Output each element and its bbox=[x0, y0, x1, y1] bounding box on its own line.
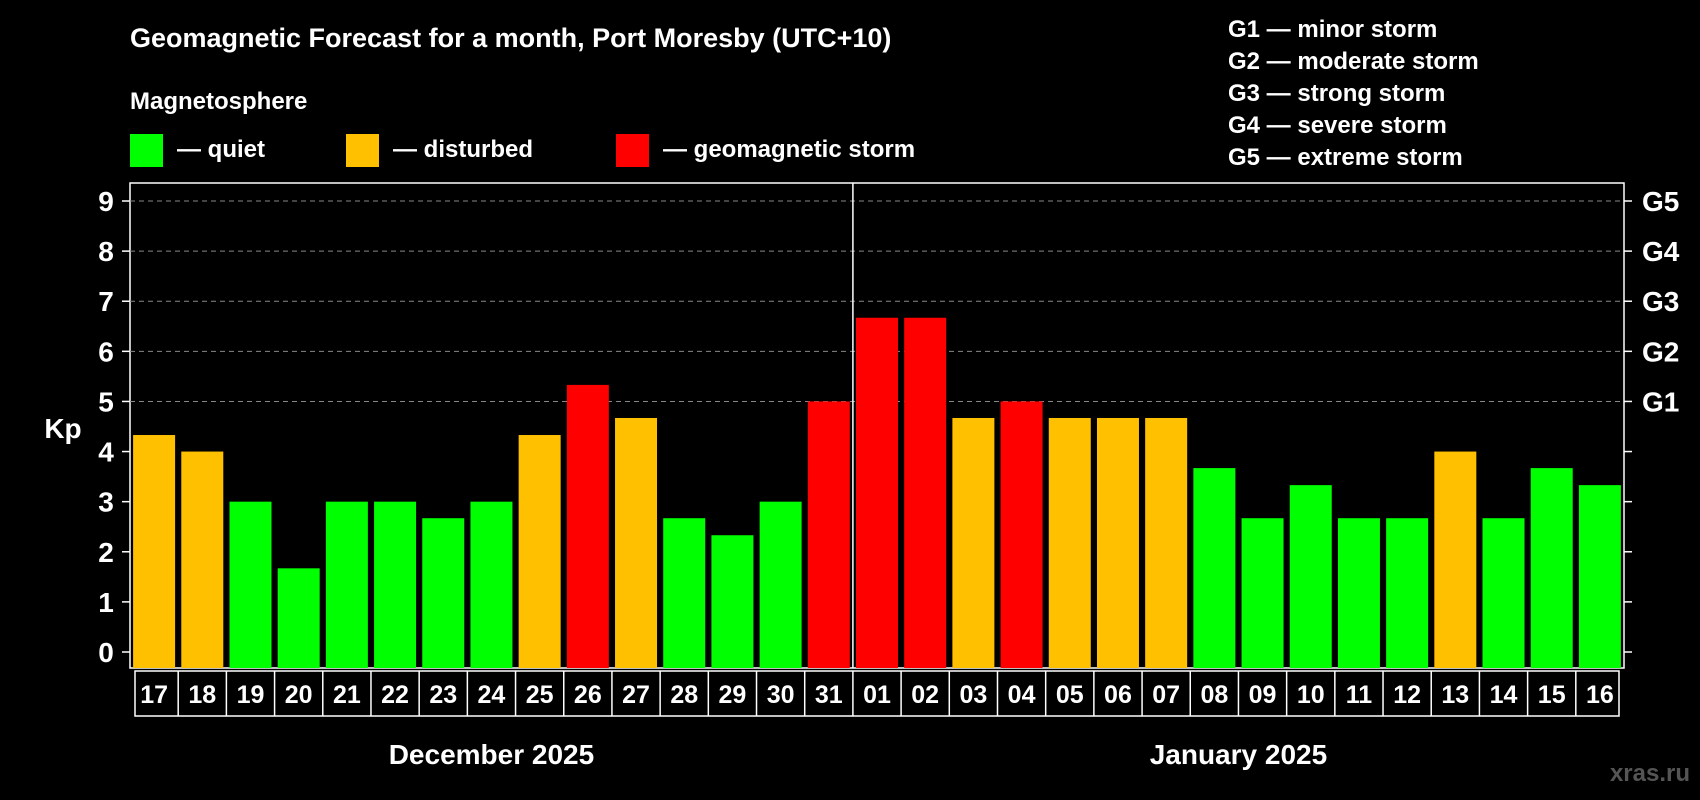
bar bbox=[759, 501, 802, 668]
bar bbox=[1530, 468, 1573, 668]
y-tick-label: 2 bbox=[98, 537, 114, 568]
bar bbox=[181, 451, 224, 668]
bar bbox=[518, 435, 561, 668]
section-label: Magnetosphere bbox=[130, 88, 307, 115]
x-tick-label: 13 bbox=[1441, 681, 1469, 709]
legend-swatch bbox=[130, 134, 163, 167]
bar bbox=[1000, 401, 1043, 668]
date-row bbox=[134, 670, 1620, 717]
bar bbox=[1193, 468, 1236, 668]
bar bbox=[856, 317, 898, 668]
x-tick-label: 24 bbox=[478, 681, 506, 709]
x-tick-label: 16 bbox=[1586, 681, 1614, 709]
x-tick-label: 28 bbox=[670, 681, 698, 709]
storm-scale-item: G2 — moderate storm bbox=[1228, 48, 1479, 75]
bar bbox=[566, 384, 609, 668]
legend-label: — geomagnetic storm bbox=[663, 136, 915, 163]
bar bbox=[1434, 451, 1477, 668]
storm-scale-legend: G1 — minor storm G2 — moderate storm G3 — … bbox=[1228, 16, 1479, 171]
x-tick-label: 17 bbox=[140, 681, 168, 709]
bar bbox=[1289, 485, 1332, 668]
color-legend: — quiet — disturbed — geomagnetic storm bbox=[130, 134, 915, 167]
x-tick-label: 29 bbox=[719, 681, 747, 709]
x-tick-label: 26 bbox=[574, 681, 602, 709]
bar bbox=[1482, 518, 1525, 668]
g-scale-label: G1 bbox=[1642, 386, 1679, 417]
legend-swatch bbox=[346, 134, 379, 167]
x-tick-label: 20 bbox=[285, 681, 313, 709]
g-scale-label: G3 bbox=[1642, 286, 1679, 317]
x-tick-label: 31 bbox=[815, 681, 843, 709]
y-tick-label: 0 bbox=[98, 637, 114, 668]
x-tick-label: 03 bbox=[959, 681, 987, 709]
g-scale-label: G4 bbox=[1642, 236, 1680, 267]
bar bbox=[325, 501, 368, 668]
x-tick-label: 22 bbox=[381, 681, 409, 709]
bar bbox=[1096, 417, 1139, 668]
bar bbox=[904, 317, 947, 668]
y-axis-label: Kp bbox=[44, 413, 81, 444]
x-tick-label: 27 bbox=[622, 681, 650, 709]
bar bbox=[615, 417, 658, 668]
x-tick-label: 10 bbox=[1297, 681, 1325, 709]
x-tick-label: 18 bbox=[188, 681, 216, 709]
x-tick-label: 19 bbox=[237, 681, 265, 709]
bar bbox=[1337, 518, 1380, 668]
y-tick-label: 5 bbox=[98, 386, 114, 417]
bar bbox=[663, 518, 706, 668]
x-tick-label: 25 bbox=[526, 681, 554, 709]
storm-scale-item: G1 — minor storm bbox=[1228, 16, 1437, 43]
bar bbox=[470, 501, 513, 668]
x-tick-label: 04 bbox=[1008, 681, 1036, 709]
bar bbox=[277, 568, 320, 668]
x-tick-label: 07 bbox=[1152, 681, 1180, 709]
month-label: December 2025 bbox=[389, 739, 594, 770]
y-tick-label: 1 bbox=[98, 587, 114, 618]
y-tick-label: 9 bbox=[98, 186, 114, 217]
bar bbox=[1145, 417, 1188, 668]
y-tick-label: 6 bbox=[98, 336, 114, 367]
bar bbox=[229, 501, 272, 668]
x-tick-label: 11 bbox=[1346, 681, 1373, 709]
x-tick-label: 01 bbox=[863, 681, 891, 709]
watermark: xras.ru bbox=[1610, 760, 1690, 787]
x-tick-label: 23 bbox=[429, 681, 457, 709]
bar bbox=[1048, 417, 1091, 668]
x-tick-label: 15 bbox=[1538, 681, 1566, 709]
legend-label: — quiet bbox=[177, 136, 265, 163]
bar bbox=[952, 417, 995, 668]
bar bbox=[374, 501, 417, 668]
x-tick-label: 12 bbox=[1393, 681, 1421, 709]
legend-swatch bbox=[616, 134, 649, 167]
legend-label: — disturbed bbox=[393, 136, 533, 163]
month-label: January 2025 bbox=[1150, 739, 1327, 770]
y-tick-label: 4 bbox=[98, 437, 114, 468]
y-tick-label: 8 bbox=[98, 236, 114, 267]
x-tick-label: 05 bbox=[1056, 681, 1084, 709]
storm-scale-item: G3 — strong storm bbox=[1228, 80, 1445, 107]
bar bbox=[1241, 518, 1284, 668]
page-title: Geomagnetic Forecast for a month, Port M… bbox=[130, 23, 891, 53]
storm-scale-item: G4 — severe storm bbox=[1228, 112, 1447, 139]
bar bbox=[711, 535, 754, 668]
x-tick-label: 08 bbox=[1200, 681, 1228, 709]
x-tick-label: 30 bbox=[767, 681, 795, 709]
y-tick-label: 3 bbox=[98, 487, 114, 518]
x-tick-label: 14 bbox=[1490, 681, 1518, 709]
g-scale-label: G5 bbox=[1642, 186, 1679, 217]
bar bbox=[133, 435, 176, 668]
y-tick-label: 7 bbox=[98, 286, 114, 317]
x-tick-label: 09 bbox=[1249, 681, 1277, 709]
storm-scale-item: G5 — extreme storm bbox=[1228, 144, 1463, 171]
x-tick-label: 02 bbox=[911, 681, 939, 709]
bar bbox=[1578, 485, 1621, 668]
bar bbox=[807, 401, 850, 668]
x-tick-label: 21 bbox=[333, 681, 361, 709]
bar bbox=[422, 518, 465, 668]
bar bbox=[1386, 518, 1429, 668]
g-scale-label: G2 bbox=[1642, 336, 1679, 367]
x-tick-label: 06 bbox=[1104, 681, 1132, 709]
